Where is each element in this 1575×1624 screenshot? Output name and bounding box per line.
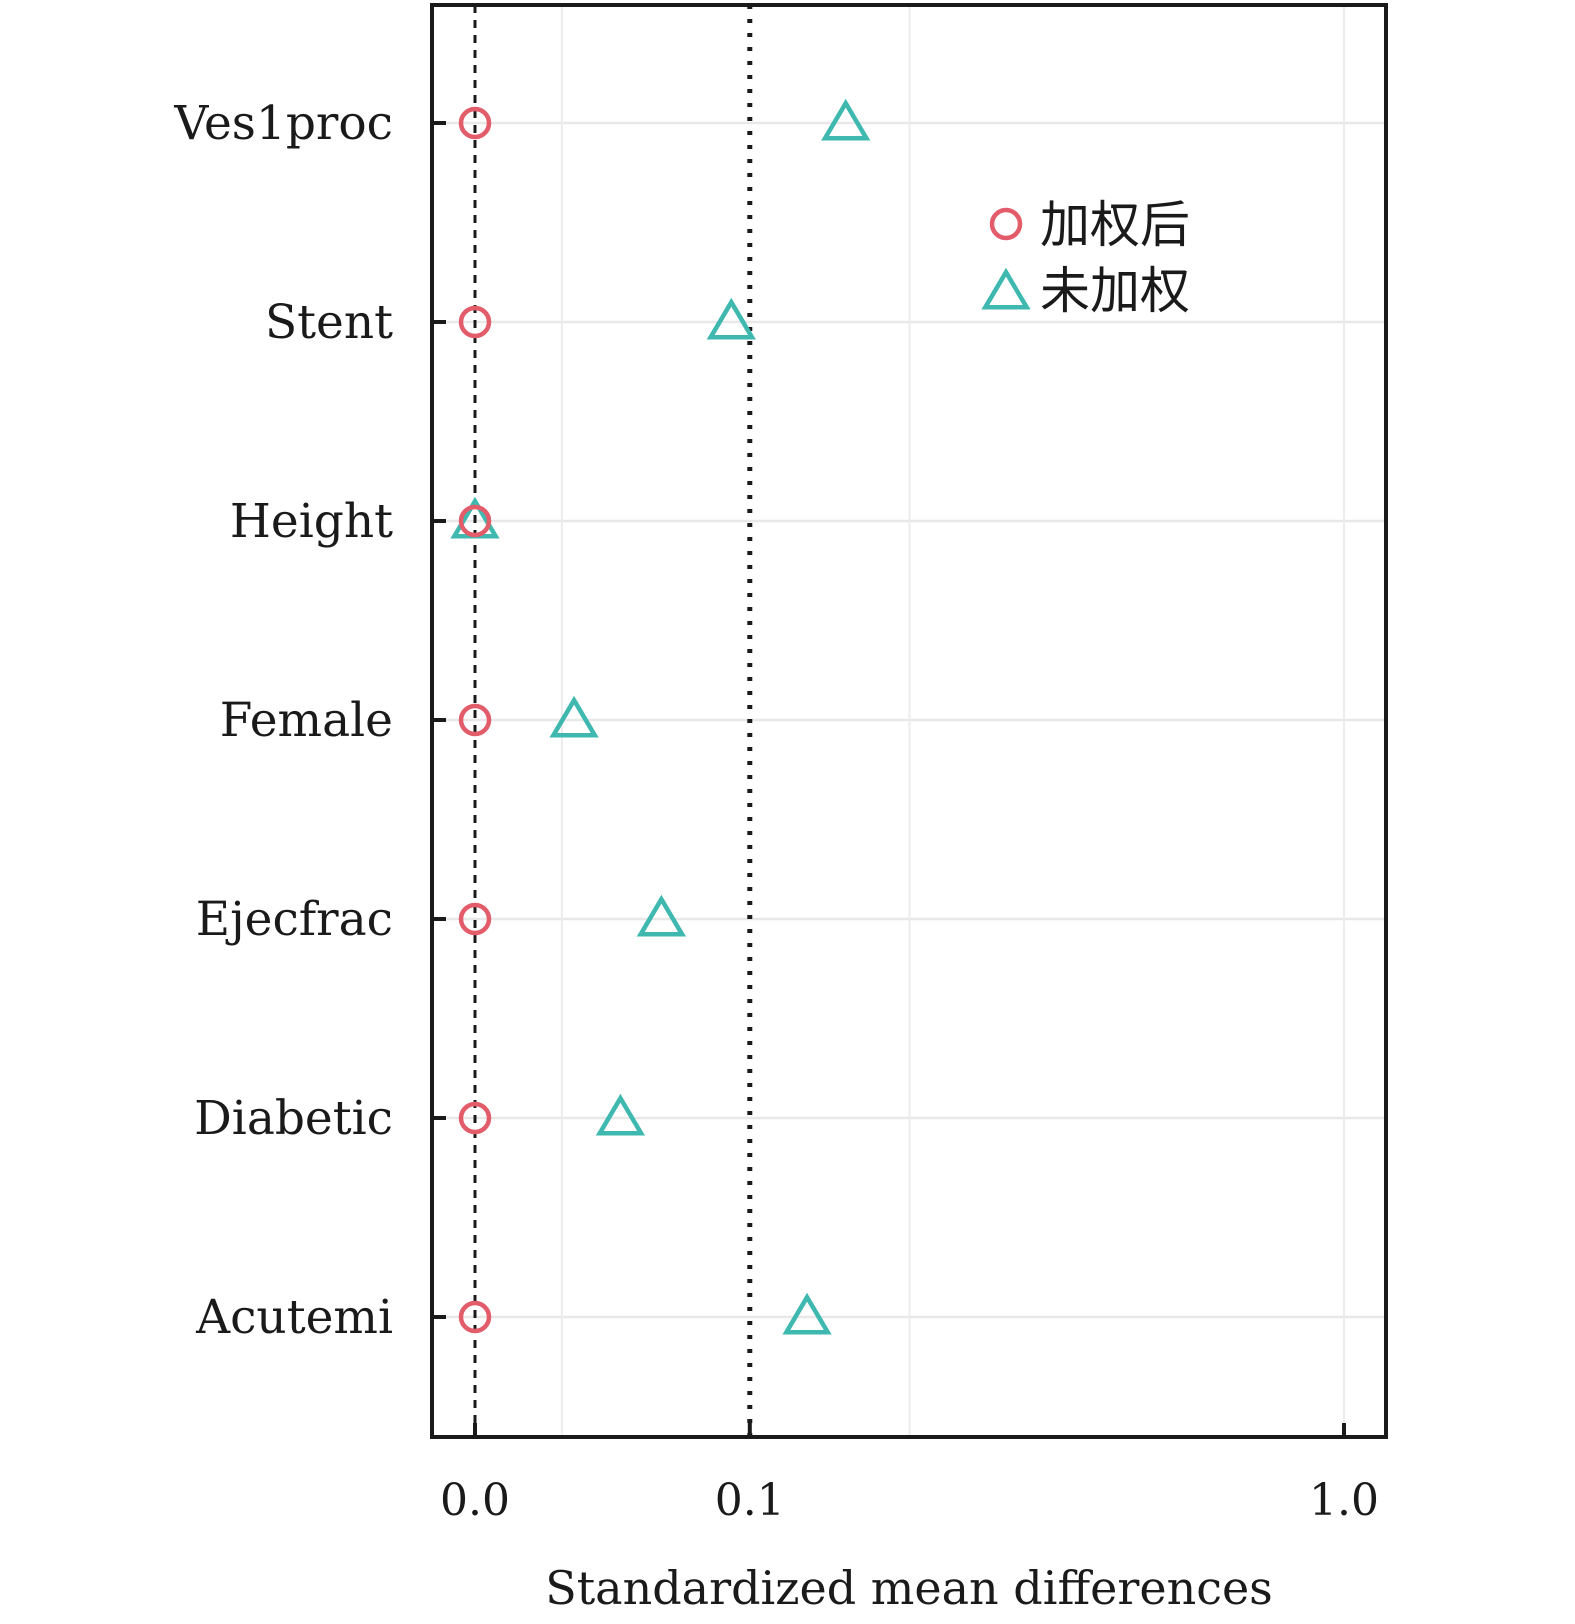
point-unweighted-stent bbox=[706, 297, 756, 340]
legend-key-circle bbox=[989, 207, 1023, 241]
data-points bbox=[450, 98, 871, 1335]
point-weighted-female bbox=[458, 703, 492, 737]
point-unweighted-ejecfrac bbox=[636, 894, 687, 937]
legend-key-triangle bbox=[981, 267, 1031, 310]
y-tick-label: Diabetic bbox=[194, 1091, 393, 1146]
point-weighted-diabetic bbox=[458, 1101, 492, 1135]
point-weighted-ejecfrac bbox=[458, 902, 492, 936]
point-unweighted-diabetic bbox=[595, 1093, 646, 1136]
y-tick-label: Ves1proc bbox=[173, 96, 393, 151]
legend-label: 加权后 bbox=[1040, 196, 1190, 254]
point-weighted-ves1proc bbox=[458, 106, 492, 140]
point-unweighted-ves1proc bbox=[821, 98, 871, 141]
x-tick-label: 1.0 bbox=[1309, 1475, 1379, 1526]
legend-label: 未加权 bbox=[1040, 262, 1190, 320]
y-axis: Ves1proc Stent Height Female Ejecfrac Diabeti… bbox=[173, 96, 446, 1345]
y-tick-label: Female bbox=[220, 693, 393, 748]
x-tick-label: 0.0 bbox=[440, 1475, 510, 1526]
reference-lines bbox=[473, 5, 753, 1437]
x-tick-label: 0.1 bbox=[715, 1475, 785, 1526]
grid-lines bbox=[432, 5, 1386, 1437]
point-weighted-height bbox=[458, 504, 492, 538]
y-tick-label: Acutemi bbox=[195, 1290, 393, 1345]
point-weighted-stent bbox=[458, 305, 492, 339]
y-tick-label: Stent bbox=[265, 295, 393, 350]
x-axis-title: Standardized mean differences bbox=[545, 1561, 1273, 1615]
y-tick-label: Height bbox=[230, 494, 393, 549]
y-tick-label: Ejecfrac bbox=[196, 892, 393, 947]
point-unweighted-acutemi bbox=[782, 1292, 832, 1335]
point-weighted-acutemi bbox=[458, 1300, 492, 1334]
x-axis: 0.0 0.1 1.0 bbox=[440, 1423, 1379, 1526]
point-unweighted-female bbox=[549, 695, 599, 738]
